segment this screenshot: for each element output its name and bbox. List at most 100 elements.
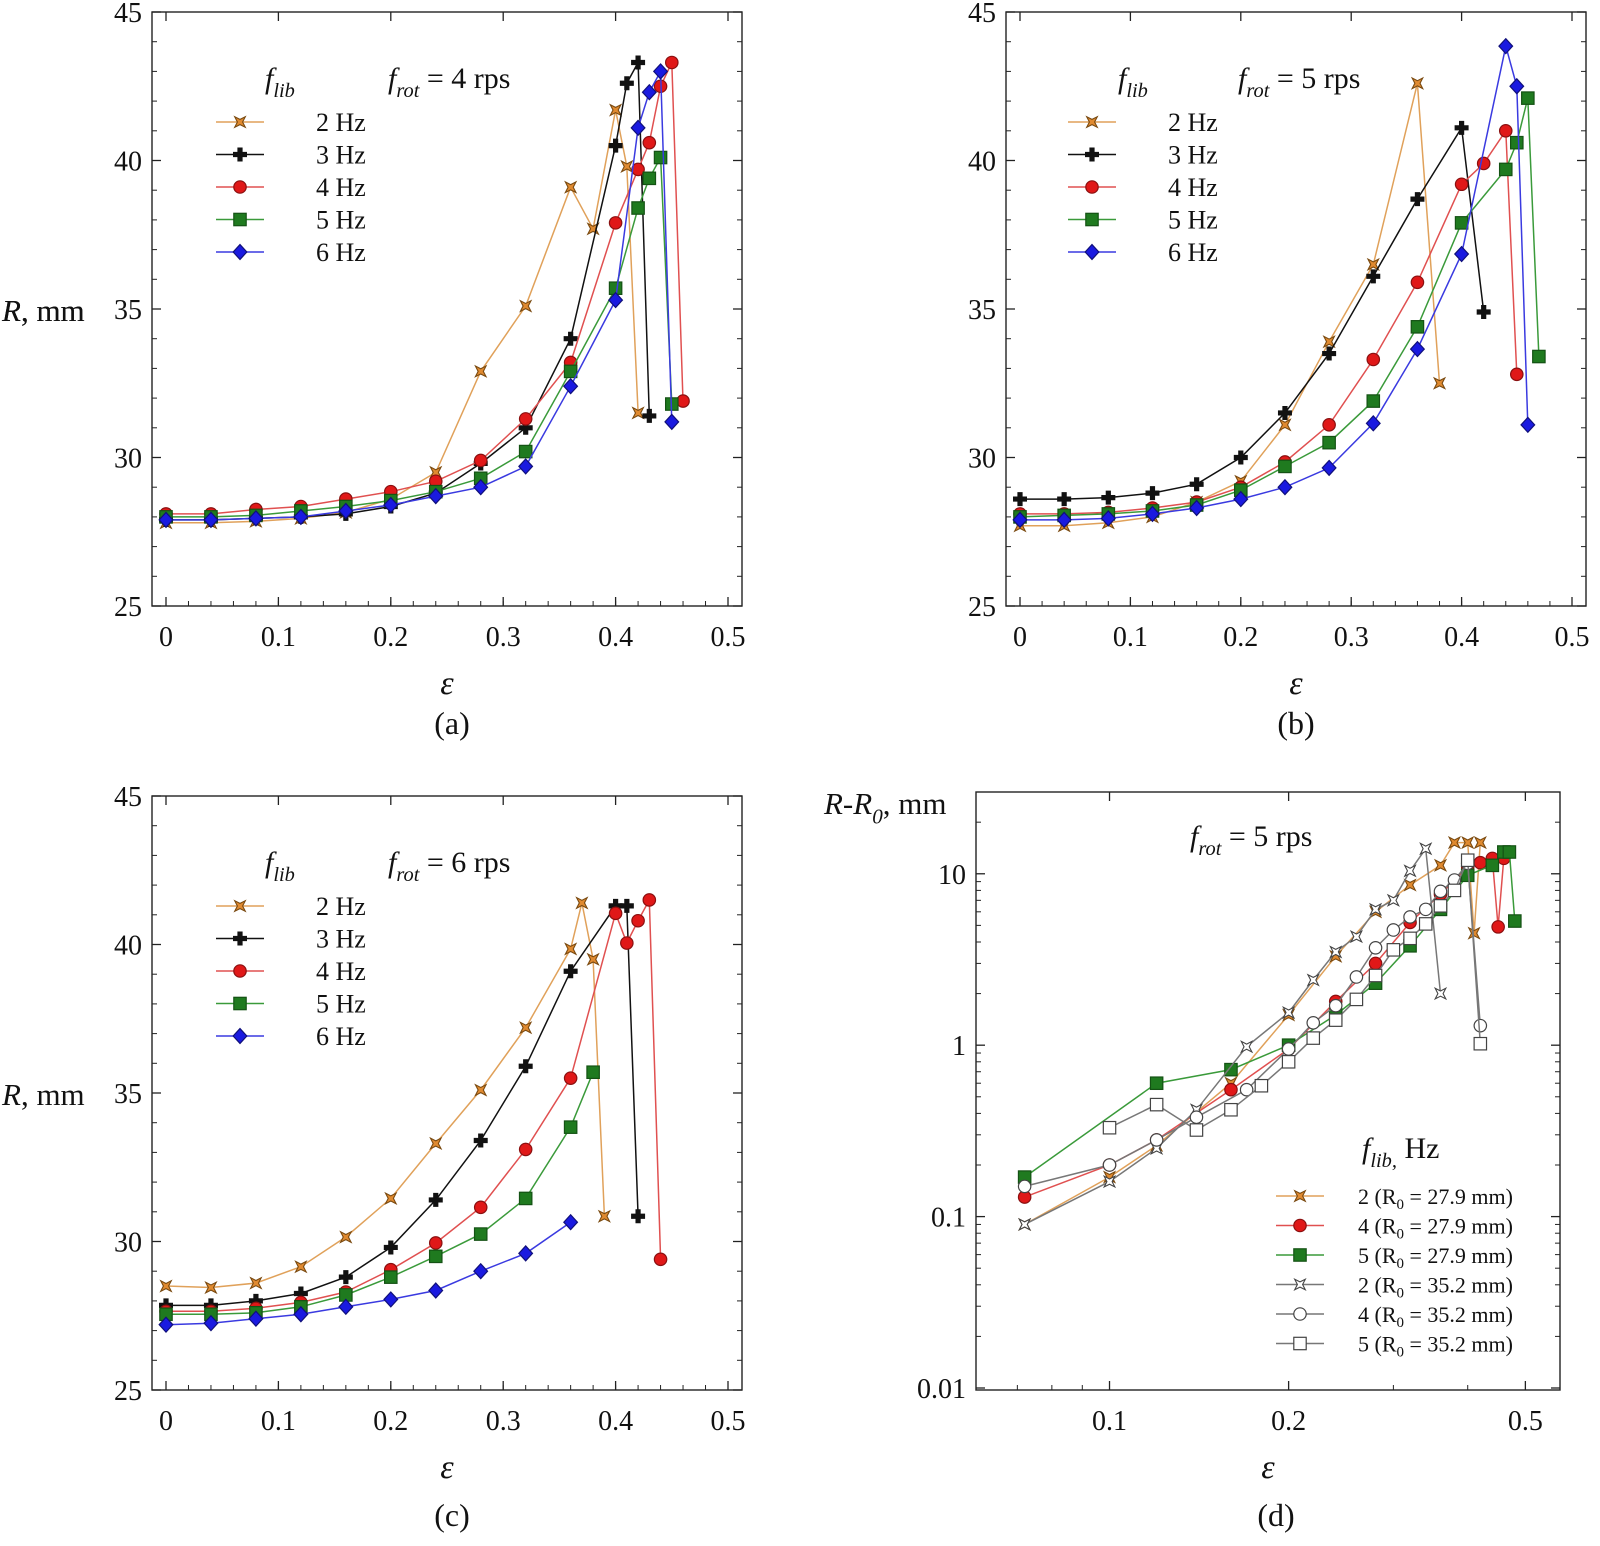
panel-label: (c): [434, 1497, 470, 1533]
data-point: [1461, 836, 1475, 850]
data-point: [1349, 930, 1363, 944]
x-tick-label: 0.3: [486, 622, 521, 653]
data-point: [563, 1213, 579, 1231]
data-point: [1509, 77, 1525, 95]
data-point: [473, 453, 488, 468]
chart-panel-d: 0.1 0.2 0.5 0.01 0.1 1 10 ε R-R0, mm (d) frot = 5 …: [823, 786, 1561, 1533]
data-point: [1403, 864, 1417, 878]
data-point: [664, 55, 679, 70]
data-point: [664, 413, 680, 431]
data-point: [1102, 1120, 1117, 1135]
data-point: [1144, 505, 1161, 523]
x-tick-label: 0.5: [1508, 1406, 1543, 1437]
data-point: [248, 1293, 263, 1308]
data-point: [586, 1065, 600, 1080]
data-point: [1277, 478, 1293, 496]
data-point: [1282, 1006, 1296, 1020]
legend-marker: [1293, 1336, 1307, 1351]
data-point: [1460, 853, 1475, 868]
data-point: [1322, 335, 1336, 349]
series-d-3: [1018, 842, 1448, 1231]
legend-marker: [232, 243, 248, 261]
legend-title: flib: [1118, 62, 1148, 102]
data-point: [1433, 884, 1448, 899]
plot-frame-d: [975, 791, 1561, 1391]
data-point: [1368, 968, 1383, 983]
series-line: [166, 897, 662, 1313]
y-axis-label: R, mm: [1, 293, 85, 328]
data-point: [1224, 1062, 1238, 1077]
data-point: [518, 458, 534, 475]
series-line: [165, 1221, 572, 1326]
legend-label: 4 Hz: [316, 957, 366, 986]
legend-title: flib, Hz: [1362, 1132, 1439, 1172]
x-tick-label: 0: [159, 622, 173, 653]
legend-marker: [1085, 212, 1099, 227]
data-point: [518, 444, 533, 459]
data-point: [473, 1227, 488, 1241]
data-point: [1485, 858, 1500, 873]
data-point: [248, 1310, 264, 1328]
x-tick-label: 0.2: [1271, 1406, 1306, 1437]
data-layer-d: [1017, 836, 1522, 1231]
data-point: [1368, 940, 1383, 955]
x-axis-label: ε: [1261, 1449, 1275, 1486]
legend-label: 5 Hz: [1168, 206, 1218, 235]
data-point: [338, 502, 354, 520]
data-point: [1017, 1179, 1032, 1194]
data-point: [1368, 902, 1383, 916]
data-point: [1509, 135, 1524, 150]
data-point: [608, 906, 623, 921]
data-point: [1145, 486, 1160, 501]
legend-label: 2 (R0 = 27.9 mm): [1358, 1184, 1513, 1213]
data-point: [1306, 1016, 1321, 1030]
data-point: [1240, 1040, 1254, 1054]
data-point: [1366, 269, 1381, 284]
data-point: [1409, 340, 1426, 358]
legend-label: 6 Hz: [316, 238, 366, 267]
data-point: [1012, 492, 1027, 507]
data-point: [473, 1133, 488, 1148]
data-point: [586, 952, 600, 966]
x-tick-label: 0: [159, 1406, 173, 1437]
data-point: [1386, 893, 1400, 907]
data-point: [384, 1270, 398, 1284]
data-point: [1403, 878, 1417, 892]
data-point: [428, 1249, 443, 1264]
legend-label: 5 Hz: [316, 206, 366, 235]
data-point: [1419, 842, 1433, 856]
data-point: [1189, 477, 1204, 492]
data-point: [563, 1120, 578, 1134]
data-point: [1410, 275, 1425, 290]
data-point: [1476, 304, 1491, 319]
data-point: [1491, 920, 1505, 934]
series-d-5: [1102, 853, 1488, 1137]
data-point: [1473, 1036, 1488, 1051]
data-point: [631, 55, 646, 70]
y-tick-label: 1: [952, 1031, 966, 1062]
series-c-0: [159, 896, 611, 1295]
legend-marker: [232, 1027, 248, 1045]
data-point: [564, 942, 578, 956]
data-point: [204, 1280, 218, 1295]
annotation-frot: frot = 5 rps: [1238, 62, 1360, 102]
data-point: [428, 487, 444, 505]
data-point: [1306, 1031, 1321, 1045]
data-point: [1432, 376, 1447, 390]
x-tick-label: 0.4: [1444, 622, 1479, 653]
data-point: [1532, 349, 1546, 364]
data-point: [158, 511, 174, 529]
legend-marker: [1293, 1218, 1307, 1233]
y-tick-label: 0.01: [917, 1374, 966, 1405]
data-point: [1418, 902, 1433, 917]
legend-marker: [233, 964, 247, 978]
data-point: [1189, 499, 1205, 517]
legend-label: 5 Hz: [316, 990, 366, 1019]
data-point: [597, 1209, 611, 1223]
data-point: [1473, 855, 1488, 870]
y-axis-label: R, mm: [1, 1077, 85, 1112]
x-tick-label: 0.2: [373, 622, 408, 653]
data-point: [1328, 998, 1343, 1013]
data-point: [642, 135, 657, 150]
series-line: [1020, 46, 1529, 521]
